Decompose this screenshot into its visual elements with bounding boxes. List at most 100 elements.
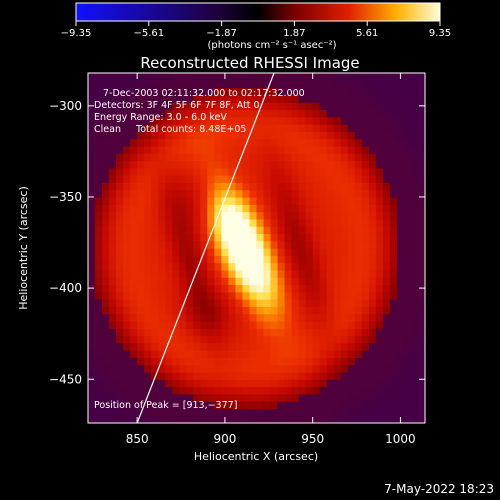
heatmap-cell — [410, 211, 419, 220]
heatmap-cell — [193, 379, 201, 388]
heatmap-cell — [361, 109, 370, 118]
heatmap-cell — [256, 320, 265, 329]
heatmap-cell — [88, 320, 96, 329]
heatmap-cell — [403, 233, 412, 242]
heatmap-cell — [116, 226, 124, 235]
heatmap-cell — [361, 131, 370, 140]
heatmap-cell — [214, 80, 222, 89]
heatmap-cell — [88, 153, 96, 162]
heatmap-cell — [249, 335, 258, 344]
heatmap-cell — [158, 357, 166, 366]
heatmap-cell — [158, 415, 166, 423]
heatmap-cell — [305, 87, 314, 96]
heatmap-cell — [256, 306, 265, 315]
heatmap-cell — [144, 189, 152, 198]
heatmap-cell — [382, 109, 391, 118]
heatmap-cell — [354, 350, 363, 358]
heatmap-cell — [305, 364, 314, 373]
heatmap-cell — [270, 87, 279, 96]
heatmap-cell — [95, 211, 103, 220]
heatmap-cell — [368, 233, 377, 242]
heatmap-cell — [95, 116, 103, 125]
heatmap-cell — [375, 102, 384, 111]
heatmap-cell — [165, 80, 173, 89]
heatmap-cell — [144, 364, 152, 373]
heatmap-cell — [207, 116, 215, 125]
heatmap-cell — [109, 255, 117, 264]
heatmap-cell — [263, 196, 272, 205]
heatmap-cell — [137, 196, 145, 205]
heatmap-cell — [403, 284, 412, 293]
heatmap-cell — [263, 160, 272, 169]
heatmap-cell — [235, 277, 244, 286]
heatmap-cell — [109, 350, 117, 358]
heatmap-cell — [403, 196, 412, 205]
heatmap-cell — [116, 167, 124, 176]
heatmap-cell — [361, 189, 370, 198]
heatmap-cell — [109, 277, 117, 286]
heatmap-cell — [396, 204, 405, 213]
heatmap-cell — [417, 73, 425, 81]
heatmap-cell — [368, 328, 377, 337]
heatmap-cell — [291, 269, 300, 278]
heatmap-cell — [382, 262, 391, 271]
heatmap-cell — [361, 87, 370, 96]
heatmap-cell — [382, 313, 391, 322]
heatmap-cell — [389, 379, 398, 388]
heatmap-cell — [256, 131, 265, 140]
heatmap-cell — [109, 233, 117, 242]
heatmap-cell — [277, 342, 286, 351]
heatmap-cell — [179, 357, 187, 366]
heatmap-cell — [361, 233, 370, 242]
colorbar-ticks: −9.35 −5.61 −1.87 1.87 5.61 9.35 — [61, 21, 451, 39]
heatmap-cell — [291, 80, 300, 89]
heatmap-cell — [179, 408, 187, 417]
heatmap-cell — [291, 350, 300, 358]
heatmap-cell — [368, 393, 377, 402]
heatmap-cell — [186, 87, 194, 96]
heatmap-cell — [109, 80, 117, 89]
heatmap-cell — [375, 73, 384, 81]
heatmap-cell — [109, 87, 117, 96]
heatmap-cell — [186, 262, 194, 271]
heatmap-cell — [193, 255, 201, 264]
heatmap-cell — [144, 320, 152, 329]
heatmap-cell — [347, 138, 356, 147]
heatmap-cell — [326, 138, 335, 147]
heatmap-cell — [95, 284, 103, 293]
heatmap-cell — [354, 313, 363, 322]
heatmap-cell — [305, 371, 314, 380]
heatmap-cell — [214, 138, 222, 147]
heatmap-cell — [207, 335, 215, 344]
heatmap-cell — [347, 371, 356, 380]
heatmap-cell — [361, 160, 370, 169]
heatmap-cell — [382, 393, 391, 402]
heatmap-cell — [242, 284, 251, 293]
heatmap-cell — [116, 379, 124, 388]
heatmap-cell — [403, 350, 412, 358]
heatmap-cell — [130, 255, 138, 264]
heatmap-cell — [389, 189, 398, 198]
heatmap-cell — [375, 313, 384, 322]
heatmap-cell — [375, 262, 384, 271]
heatmap-cell — [410, 182, 419, 191]
heatmap-cell — [263, 204, 272, 213]
heatmap-cell — [186, 102, 194, 111]
heatmap-cell — [95, 408, 103, 417]
heatmap-cell — [396, 269, 405, 278]
heatmap-cell — [375, 116, 384, 125]
heatmap-cell — [382, 80, 391, 89]
heatmap-cell — [291, 116, 300, 125]
heatmap-cell — [312, 102, 321, 111]
heatmap-cell — [242, 240, 251, 249]
heatmap-cell — [193, 73, 201, 81]
heatmap-cell — [123, 269, 131, 278]
heatmap-cell — [284, 189, 293, 198]
heatmap-cell — [375, 269, 384, 278]
heatmap-cell — [410, 386, 419, 395]
heatmap-cell — [319, 204, 328, 213]
heatmap-cell — [291, 204, 300, 213]
heatmap-cell — [214, 408, 222, 417]
heatmap-cell — [417, 116, 425, 125]
heatmap-cell — [144, 284, 152, 293]
